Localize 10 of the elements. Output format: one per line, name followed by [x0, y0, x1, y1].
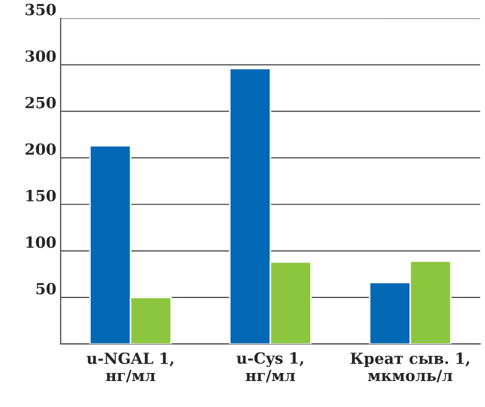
- y-tick-label: 50: [36, 282, 56, 294]
- x-tick-label: u-Cys 1, нг/мл: [236, 352, 304, 382]
- y-tick-label: 250: [26, 96, 56, 108]
- y-tick-label: 150: [26, 190, 56, 202]
- y-tick-label: 200: [26, 143, 56, 155]
- y-tick-label: 350: [26, 4, 56, 16]
- x-tick-label: u-NGAL 1, нг/мл: [86, 352, 174, 382]
- x-tick-label: Креат сыв. 1, мкмоль/л: [350, 352, 470, 382]
- y-tick-label: 300: [26, 50, 56, 62]
- y-tick-label: 100: [26, 236, 56, 248]
